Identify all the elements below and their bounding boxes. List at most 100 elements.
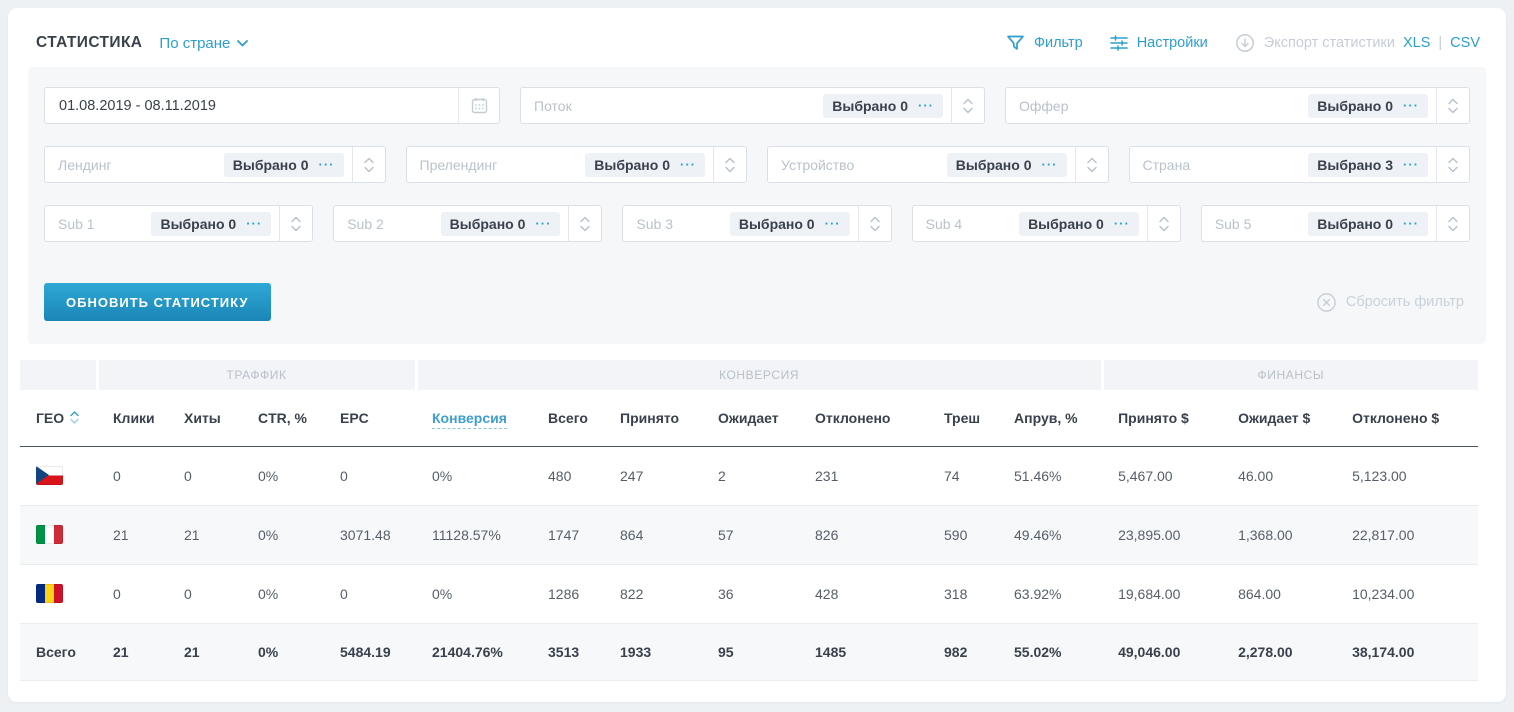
more-options-button[interactable]: ··· [535,215,552,231]
cell-declined-usd: 22,817.00 [1336,505,1478,565]
total-conversion: 21404.76% [416,622,533,681]
selected-count: Выбрано 0 [832,97,908,114]
expand-toggle[interactable] [1436,88,1469,123]
group-by-selector[interactable]: По стране [159,35,249,52]
cell-pending[interactable]: 57 [702,505,800,565]
cell-accepted[interactable]: 864 [604,505,703,565]
czech-republic-flag-icon [36,466,63,485]
cell-pending[interactable]: 36 [702,564,800,624]
multiselect-sub2[interactable]: Sub 2 Выбрано 0 ··· [333,205,603,242]
col-trash: Треш [928,390,999,447]
more-options-button[interactable]: ··· [918,97,934,113]
selected-summary: Выбрано 0 ··· [223,152,344,177]
group-geo [20,360,97,390]
cell-pending-usd: 864.00 [1222,564,1337,624]
expand-toggle[interactable] [1074,147,1108,182]
table-row: 0 0 0% 0 0% 1286 822 36 428 318 63.92% 19,684.00 864… [20,564,1478,624]
total-epc: 5484.19 [324,622,417,681]
expand-toggle[interactable] [351,147,385,182]
more-options-button[interactable]: ··· [1403,97,1419,113]
multiselect-prelanding[interactable]: Прелендинг Выбрано 0 ··· [405,146,747,183]
cell-declined[interactable]: 826 [799,505,929,565]
cell-trash: 318 [928,564,999,624]
expand-toggle[interactable] [1146,206,1180,241]
multiselect-sub5[interactable]: Sub 5 Выбрано 0 ··· [1200,205,1471,242]
total-trash: 982 [928,622,999,681]
total-total: 3513 [532,622,605,681]
cell-pending-usd: 46.00 [1222,446,1337,506]
more-options-button[interactable]: ··· [1403,215,1420,231]
filter-button[interactable]: Фильтр [1006,34,1083,52]
more-options-button[interactable]: ··· [824,215,841,231]
col-pending: Ожидает [702,390,800,447]
multiselect-sub4[interactable]: Sub 4 Выбрано 0 ··· [911,205,1181,242]
filter-row-3: Sub 1 Выбрано 0 ··· Sub 2 Выбрано 0 ··· [44,205,1471,242]
cell-declined[interactable]: 428 [799,564,929,624]
col-accepted: Принято [604,390,703,447]
selected-summary: Выбрано 0 ··· [1019,211,1139,236]
selected-count: Выбрано 0 [1317,215,1394,232]
more-options-button[interactable]: ··· [246,215,263,231]
group-finance: ФИНАНСЫ [1100,360,1478,390]
cell-declined[interactable]: 231 [799,446,929,506]
multiselect-country[interactable]: Страна Выбрано 3 ··· [1128,146,1470,183]
cell-epc: 3071.48 [324,505,417,565]
export-control: Экспорт статистики [1235,33,1395,53]
filter-funnel-icon [1006,34,1025,52]
total-pending-usd: 2,278.00 [1222,622,1337,681]
conversion-header-link[interactable]: Конверсия [432,409,507,429]
update-statistics-button[interactable]: ОБНОВИТЬ СТАТИСТИКУ [44,283,271,321]
total-approve-rate: 55.02% [998,622,1103,681]
col-conversion: Конверсия [416,390,533,447]
selected-count: Выбрано 0 [738,215,815,232]
more-options-button[interactable]: ··· [1113,215,1130,231]
expand-toggle[interactable] [713,147,746,182]
expand-toggle[interactable] [857,206,891,241]
multiselect-sub1[interactable]: Sub 1 Выбрано 0 ··· [44,205,314,242]
cell-hits: 0 [168,564,242,624]
field-placeholder: Sub 2 [347,215,384,232]
total-declined: 1485 [799,622,929,681]
export-xls-link[interactable]: XLS [1402,35,1431,51]
expand-toggle[interactable] [279,206,312,241]
selected-summary: Выбрано 0 ··· [946,152,1067,177]
multiselect-flow[interactable]: Поток Выбрано 0 ··· [520,87,985,124]
cell-conversion: 0% [416,564,533,624]
more-options-button[interactable]: ··· [318,156,335,172]
col-declined: Отклонено [799,390,929,447]
cell-accepted-usd: 23,895.00 [1102,505,1223,565]
selected-summary: Выбрано 0 ··· [440,211,561,236]
expand-toggle[interactable] [951,88,984,123]
multiselect-landing[interactable]: Лендинг Выбрано 0 ··· [44,146,386,183]
table-group-header: ТРАФФИК КОНВЕРСИЯ ФИНАНСЫ [20,360,1478,390]
total-ctr: 0% [242,622,324,681]
date-range-field[interactable]: 01.08.2019 - 08.11.2019 [44,87,500,124]
expand-toggle[interactable] [1436,206,1469,241]
expand-toggle[interactable] [1436,147,1469,182]
more-options-button[interactable]: ··· [1041,156,1058,172]
multiselect-device[interactable]: Устройство Выбрано 0 ··· [767,146,1109,183]
cell-approve-rate: 63.92% [998,564,1103,624]
filter-actions: ОБНОВИТЬ СТАТИСТИКУ Сбросить фильтр [44,283,1470,321]
more-options-button[interactable]: ··· [680,156,696,172]
cell-conversion: 11128.57% [416,505,533,565]
multiselect-sub3[interactable]: Sub 3 Выбрано 0 ··· [622,205,892,242]
col-geo-label: ГЕО [36,409,65,426]
reset-filter-button[interactable]: Сбросить фильтр [1316,292,1470,313]
selected-count: Выбрано 0 [449,215,526,232]
export-csv-link[interactable]: CSV [1450,35,1480,51]
field-placeholder: Sub 3 [636,215,673,232]
cell-clicks: 0 [97,446,168,506]
settings-button[interactable]: Настройки [1109,35,1208,51]
more-options-button[interactable]: ··· [1403,156,1419,172]
geo-sort-button[interactable]: ГЕО [36,410,79,426]
calendar-icon[interactable] [458,88,499,123]
cell-pending[interactable]: 2 [702,446,800,506]
date-range-value: 01.08.2019 - 08.11.2019 [59,97,216,114]
cell-accepted[interactable]: 247 [604,446,703,506]
selected-summary: Выбрано 3 ··· [1308,152,1428,177]
expand-toggle[interactable] [568,206,601,241]
cell-accepted[interactable]: 822 [604,564,703,624]
sort-chevrons-icon [70,411,79,424]
multiselect-offer[interactable]: Оффер Выбрано 0 ··· [1005,87,1470,124]
